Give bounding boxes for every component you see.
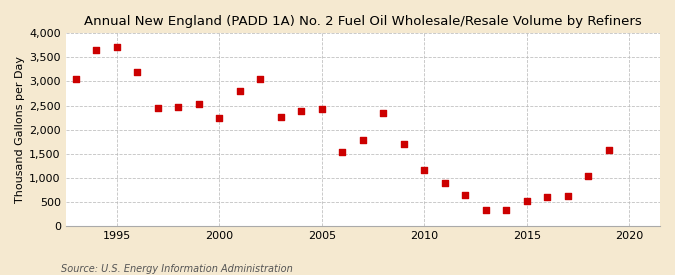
Point	[603, 148, 614, 153]
Y-axis label: Thousand Gallons per Day: Thousand Gallons per Day	[15, 56, 25, 203]
Point	[214, 116, 225, 120]
Point	[194, 102, 205, 106]
Point	[481, 208, 491, 212]
Text: Source: U.S. Energy Information Administration: Source: U.S. Energy Information Administ…	[61, 264, 292, 274]
Point	[583, 174, 594, 178]
Point	[542, 195, 553, 200]
Point	[275, 114, 286, 119]
Point	[419, 168, 430, 172]
Point	[234, 89, 245, 93]
Point	[255, 77, 266, 81]
Point	[439, 181, 450, 185]
Point	[378, 111, 389, 115]
Point	[317, 107, 327, 112]
Point	[521, 199, 532, 204]
Point	[358, 138, 369, 142]
Title: Annual New England (PADD 1A) No. 2 Fuel Oil Wholesale/Resale Volume by Refiners: Annual New England (PADD 1A) No. 2 Fuel …	[84, 15, 642, 28]
Point	[91, 48, 102, 52]
Point	[153, 106, 163, 110]
Point	[70, 76, 81, 81]
Point	[296, 109, 306, 113]
Point	[111, 45, 122, 49]
Point	[501, 207, 512, 212]
Point	[132, 70, 143, 74]
Point	[173, 105, 184, 109]
Point	[337, 150, 348, 155]
Point	[562, 193, 573, 198]
Point	[398, 141, 409, 146]
Point	[460, 192, 470, 197]
